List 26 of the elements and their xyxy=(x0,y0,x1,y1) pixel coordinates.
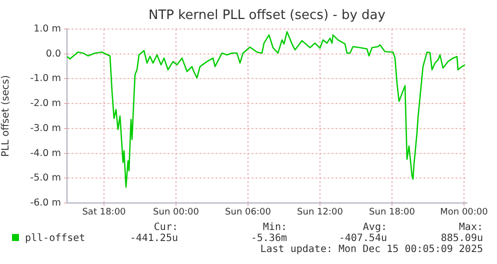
y-tick-label: 0.0 xyxy=(46,48,61,60)
x-tick-label: Sun 18:00 xyxy=(369,208,416,218)
text: -441.25u xyxy=(130,233,178,244)
y-tick-label: -3.0 m xyxy=(30,122,61,134)
legend-label: pll-offset xyxy=(24,233,86,244)
y-tick-label: -1.0 m xyxy=(30,73,61,84)
text: Cur: xyxy=(154,222,178,233)
chart-title: NTP kernel PLL offset (secs) - by day xyxy=(148,8,386,23)
x-tick-label: Mon 00:00 xyxy=(440,208,488,218)
y-axis-title: PLL offset (secs) xyxy=(0,75,12,157)
text: Max: xyxy=(458,222,483,233)
text: Avg: xyxy=(362,222,387,233)
text: -407.54u xyxy=(338,233,387,244)
x-tick-label: Sun 06:00 xyxy=(225,208,272,218)
y-tick-label: -4.0 m xyxy=(30,148,61,159)
y-tick-label: 1.0 m xyxy=(34,23,61,34)
x-tick-label: Sat 18:00 xyxy=(82,208,126,218)
y-tick-label: -6.0 m xyxy=(30,197,61,208)
text: Min: xyxy=(262,222,287,233)
text: -5.36m xyxy=(250,233,287,244)
y-tick-label: -5.0 m xyxy=(30,172,61,184)
x-tick-label: Sun 12:00 xyxy=(297,208,344,218)
text: Last update: Mon Dec 15 00:05:09 2025 xyxy=(260,244,483,255)
y-tick-label: -2.0 m xyxy=(30,98,61,110)
text: 885.09u xyxy=(440,233,483,244)
x-tick-label: Sun 00:00 xyxy=(153,208,200,218)
